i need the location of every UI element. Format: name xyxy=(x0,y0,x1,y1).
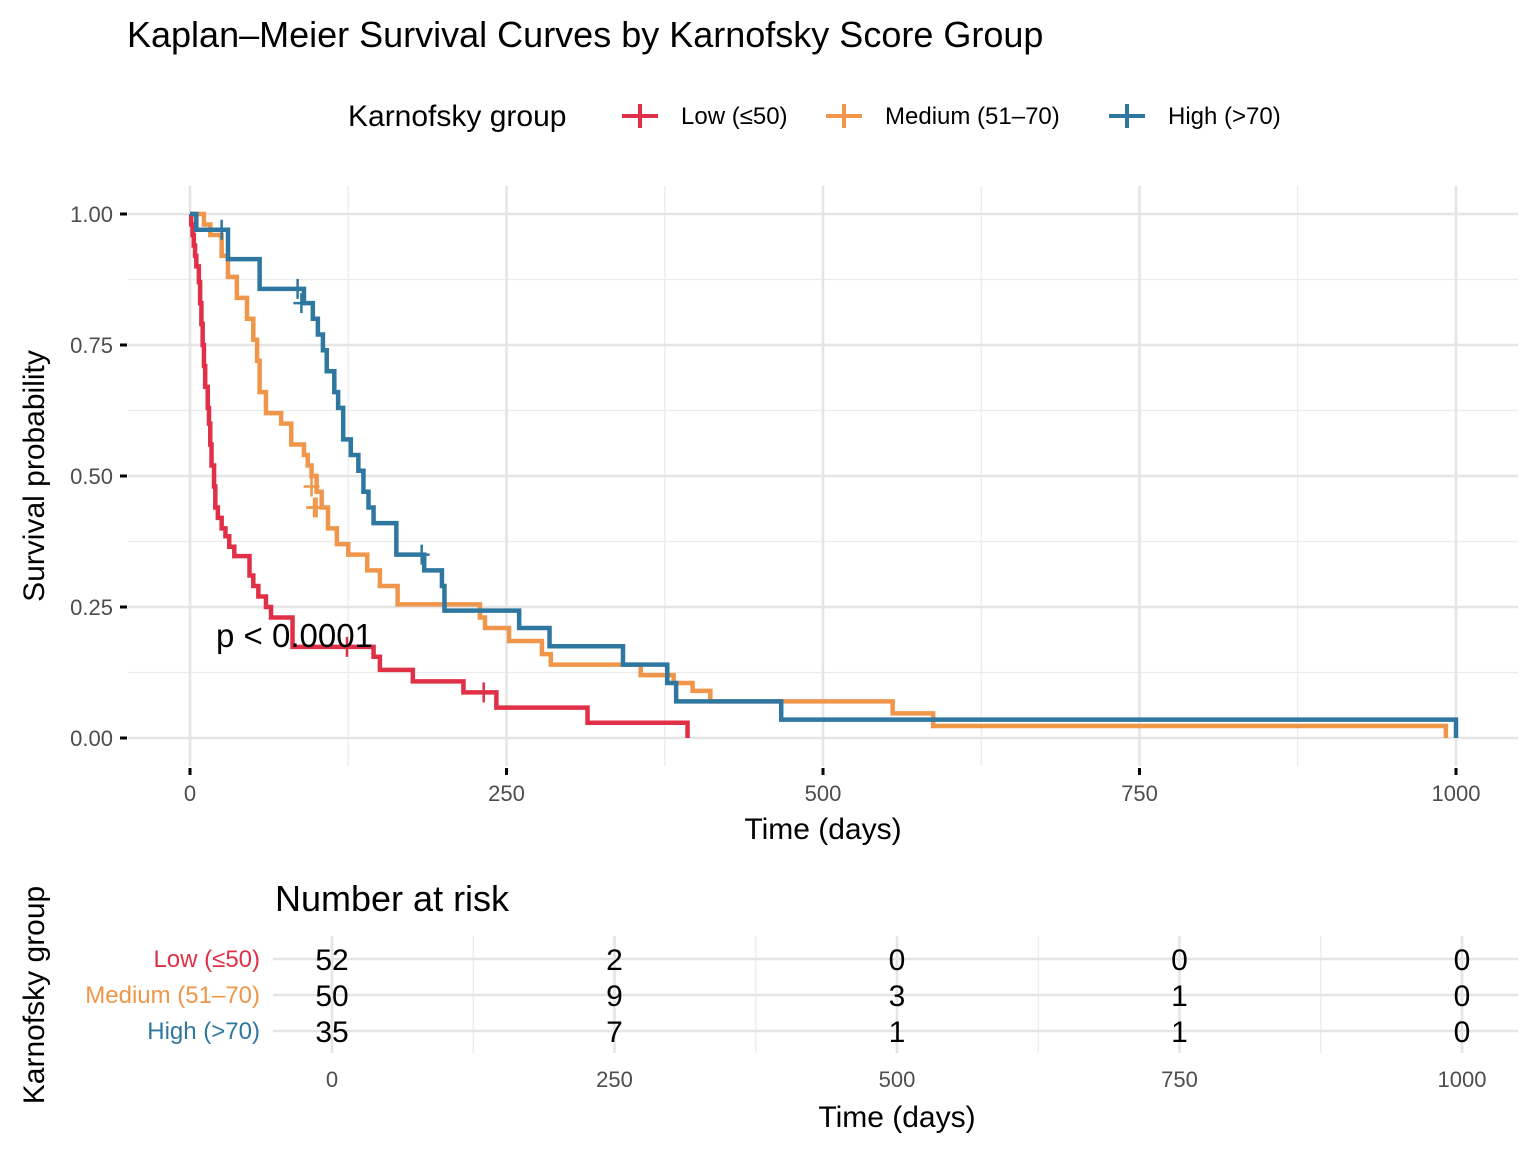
risk-row-label: Low (≤50) xyxy=(153,946,260,973)
x-axis: 0 250 500 750 1000 xyxy=(184,768,1481,806)
risk-row-medium-51-70: Medium (51–70) 50 9 3 1 0 xyxy=(85,980,1470,1013)
survival-curve xyxy=(190,211,1459,738)
survival-curve xyxy=(189,211,690,738)
p-value-annotation: p < 0.0001 xyxy=(216,617,373,654)
risk-x-tick-label: 250 xyxy=(596,1067,633,1092)
risk-x-tick-label: 1000 xyxy=(1438,1067,1487,1092)
risk-x-tick-label: 0 xyxy=(326,1067,338,1092)
legend-item-low-50: Low (≤50) xyxy=(622,103,788,130)
risk-x-tick-label: 500 xyxy=(879,1067,916,1092)
x-axis-title: Time (days) xyxy=(744,813,901,846)
series-high-70 xyxy=(190,211,1459,738)
survival-curve xyxy=(190,211,1449,738)
legend-key-icon xyxy=(1109,104,1145,128)
x-tick-label: 500 xyxy=(805,781,842,806)
legend-key-icon xyxy=(622,104,658,128)
risk-row-label: High (>70) xyxy=(147,1018,260,1045)
censor-mark xyxy=(475,682,492,703)
risk-count: 0 xyxy=(889,944,906,977)
risk-row-high-70: High (>70) 35 7 1 1 0 xyxy=(147,1016,1470,1049)
risk-count: 7 xyxy=(606,1016,623,1049)
risk-table-title: Number at risk xyxy=(275,878,510,919)
risk-count: 9 xyxy=(606,980,623,1013)
legend-label: Low (≤50) xyxy=(681,103,788,130)
risk-count: 1 xyxy=(889,1016,906,1049)
x-tick-label: 1000 xyxy=(1432,781,1481,806)
risk-count: 35 xyxy=(315,1016,348,1049)
risk-count: 50 xyxy=(315,980,348,1013)
y-tick-label: 0.50 xyxy=(70,464,113,489)
y-tick-label: 0.25 xyxy=(70,595,113,620)
survival-curves xyxy=(189,211,1459,738)
risk-x-tick-label: 750 xyxy=(1161,1067,1198,1092)
x-tick-label: 750 xyxy=(1121,781,1158,806)
censor-mark xyxy=(338,636,355,657)
risk-x-axis-title: Time (days) xyxy=(818,1101,975,1134)
risk-count: 1 xyxy=(1171,1016,1188,1049)
risk-row-low-50: Low (≤50) 52 2 0 0 0 xyxy=(153,944,1470,977)
censor-mark xyxy=(413,544,430,565)
censor-mark xyxy=(293,293,310,314)
y-axis-title: Survival probability xyxy=(18,350,51,602)
risk-count: 3 xyxy=(889,980,906,1013)
censor-mark xyxy=(213,219,230,240)
chart-title: Kaplan–Meier Survival Curves by Karnofsk… xyxy=(127,14,1043,55)
series-low-50 xyxy=(189,211,690,738)
risk-count: 0 xyxy=(1171,944,1188,977)
censor-mark xyxy=(308,497,325,518)
legend-label: Medium (51–70) xyxy=(885,103,1060,130)
legend-item-high-70: High (>70) xyxy=(1109,103,1281,130)
risk-count: 0 xyxy=(1454,944,1471,977)
risk-y-axis-title: Karnofsky group xyxy=(18,886,51,1104)
risk-count: 1 xyxy=(1171,980,1188,1013)
x-tick-label: 250 xyxy=(488,781,525,806)
y-tick-label: 1.00 xyxy=(70,202,113,227)
y-tick-label: 0.75 xyxy=(70,333,113,358)
series-medium-51-70 xyxy=(190,211,1449,738)
risk-count: 0 xyxy=(1454,1016,1471,1049)
censor-mark xyxy=(303,476,320,497)
plot-grid xyxy=(128,186,1518,766)
censor-mark xyxy=(289,278,306,299)
legend-key-icon xyxy=(826,104,862,128)
legend-item-medium-51-70: Medium (51–70) xyxy=(826,103,1060,130)
legend-label: High (>70) xyxy=(1168,103,1281,130)
risk-count: 0 xyxy=(1454,980,1471,1013)
legend: Karnofsky group Low (≤50) Medium (51–70) H… xyxy=(348,100,1281,133)
y-tick-label: 0.00 xyxy=(70,726,113,751)
x-tick-label: 0 xyxy=(184,781,196,806)
risk-count: 52 xyxy=(315,944,348,977)
risk-count: 2 xyxy=(606,944,623,977)
risk-row-label: Medium (51–70) xyxy=(85,982,260,1009)
y-axis: 0.00 0.25 0.50 0.75 1.00 xyxy=(70,202,127,751)
legend-title: Karnofsky group xyxy=(348,100,566,133)
